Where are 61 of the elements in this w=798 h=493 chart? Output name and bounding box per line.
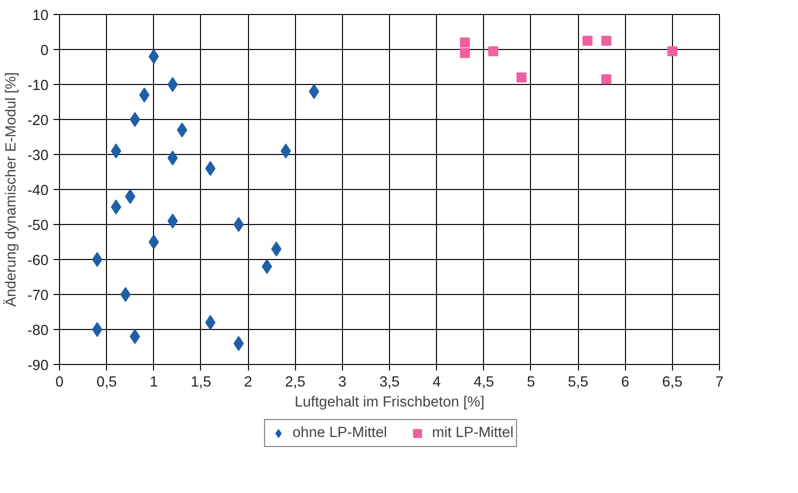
x-tick-label: 3,5 xyxy=(379,374,400,390)
x-tick-label: 4 xyxy=(432,374,441,390)
x-tick-label: 3 xyxy=(338,374,346,390)
point xyxy=(139,88,150,102)
y-tick-label: -90 xyxy=(27,358,49,374)
x-tick-label: 6 xyxy=(621,374,630,390)
point xyxy=(125,189,136,204)
point xyxy=(120,287,131,302)
x-tick-label: 1,5 xyxy=(190,374,212,390)
point xyxy=(130,112,140,127)
point xyxy=(516,72,526,82)
point xyxy=(460,38,470,48)
point xyxy=(308,84,320,99)
y-tick-label: 10 xyxy=(32,8,49,24)
point xyxy=(460,48,470,58)
point xyxy=(488,46,498,56)
point xyxy=(205,315,216,330)
x-tick-label: 7 xyxy=(715,374,724,390)
point xyxy=(92,252,102,267)
point xyxy=(148,234,159,250)
x-tick-label: 0 xyxy=(55,374,64,390)
x-tick-label: 5,5 xyxy=(568,374,588,390)
point xyxy=(233,217,244,232)
y-tick-label: -10 xyxy=(27,78,49,94)
x-axis-title: Luftgehalt im Frischbeton [%] xyxy=(294,394,484,410)
y-axis-title: Änderung dynamischer E-Modul [%] xyxy=(2,72,20,307)
point xyxy=(167,150,178,166)
x-tick-label: 6,5 xyxy=(662,374,683,390)
legend-label: mit LP-Mittel xyxy=(432,425,514,441)
x-tick-label: 5 xyxy=(526,374,536,390)
point xyxy=(92,322,102,337)
x-tick-label: 2,5 xyxy=(285,374,306,390)
x-tick-label: 0,5 xyxy=(96,374,117,390)
y-tick-label: 0 xyxy=(40,43,49,59)
x-tick-label: 1 xyxy=(150,374,158,390)
point xyxy=(176,122,188,138)
point xyxy=(601,36,612,46)
point xyxy=(667,46,678,56)
y-tick-label: -70 xyxy=(27,288,49,304)
y-tick-label: -50 xyxy=(27,218,49,234)
point xyxy=(280,144,291,158)
point xyxy=(262,259,272,274)
x-tick-label: 2 xyxy=(244,374,252,390)
point xyxy=(582,36,592,46)
point xyxy=(233,336,244,351)
point xyxy=(205,161,216,176)
y-tick-label: -60 xyxy=(27,253,49,269)
y-tick-label: -30 xyxy=(27,148,49,164)
y-tick-label: -80 xyxy=(27,323,49,339)
point xyxy=(271,242,282,256)
y-tick-label: -20 xyxy=(27,113,49,129)
point xyxy=(167,214,178,228)
point xyxy=(167,77,178,92)
point xyxy=(130,329,140,344)
point xyxy=(110,200,122,214)
y-tick-label: -40 xyxy=(27,183,49,199)
x-tick-label: 4,5 xyxy=(474,374,494,390)
point xyxy=(601,74,612,84)
point xyxy=(110,144,122,158)
point xyxy=(148,49,159,64)
legend-label: ohne LP-Mittel xyxy=(292,425,388,441)
